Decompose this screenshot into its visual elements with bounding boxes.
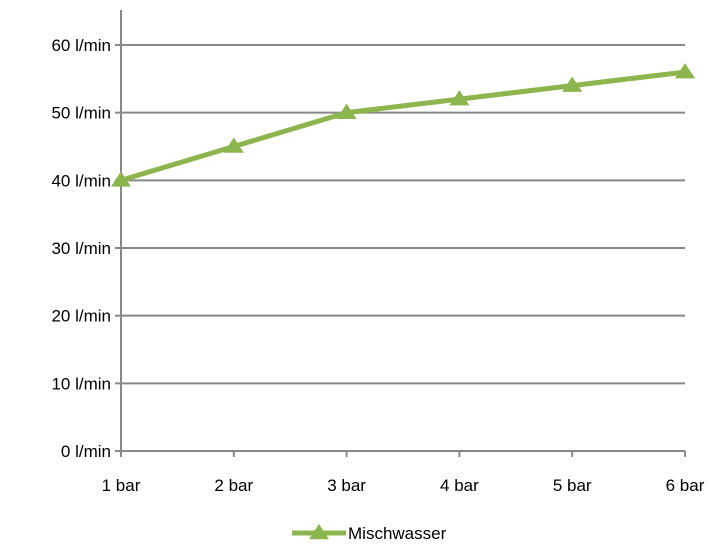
x-tick-label: 5 bar (553, 476, 592, 495)
x-axis-tick-labels: 1 bar 2 bar 3 bar 4 bar 5 bar 6 bar (102, 476, 705, 495)
data-point (111, 171, 131, 187)
y-tick-label: 20 l/min (51, 307, 111, 326)
y-axis-tick-labels: 0 l/min 10 l/min 20 l/min 30 l/min 40 l/min 5… (51, 36, 111, 461)
y-tick-label: 40 l/min (51, 171, 111, 190)
data-point (675, 63, 695, 79)
data-point (336, 103, 357, 119)
y-tick-label: 60 l/min (51, 36, 111, 55)
gridlines (121, 44, 685, 385)
data-point (449, 90, 470, 106)
y-tick-label: 50 l/min (51, 104, 111, 123)
series (111, 63, 695, 187)
axes (115, 10, 686, 457)
data-point (562, 76, 583, 92)
x-tick-label: 6 bar (666, 476, 705, 495)
x-tick-label: 2 bar (214, 476, 253, 495)
legend-swatch-marker (309, 524, 329, 540)
series-line-0 (118, 69, 688, 183)
x-tick-label: 3 bar (327, 476, 366, 495)
y-tick-label: 30 l/min (51, 239, 111, 258)
legend-label: Mischwasser (348, 524, 447, 543)
x-tick-label: 1 bar (102, 476, 141, 495)
x-tick-label: 4 bar (440, 476, 479, 495)
y-tick-label: 10 l/min (51, 374, 111, 393)
legend: Mischwasser (292, 524, 447, 543)
y-tick-label: 0 l/min (61, 442, 111, 461)
data-point (223, 137, 244, 153)
